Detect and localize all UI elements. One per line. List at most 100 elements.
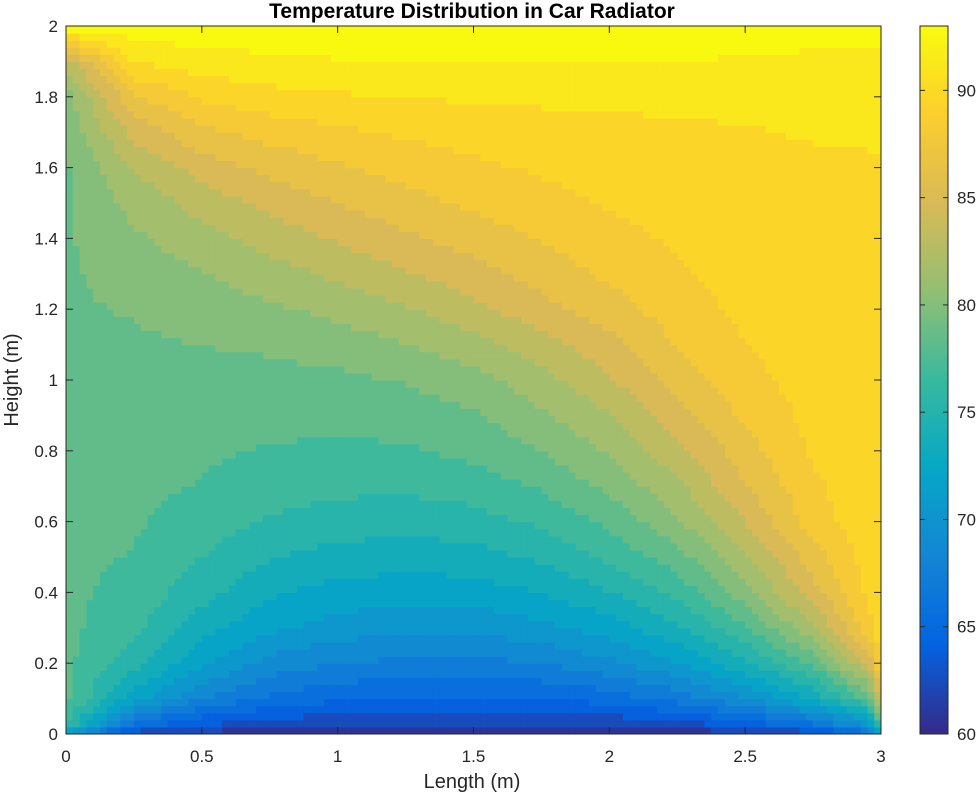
heatmap-cell <box>867 606 875 615</box>
heatmap-cell <box>351 599 359 608</box>
heatmap-cell <box>439 613 447 622</box>
heatmap-cell <box>731 726 739 734</box>
heatmap-cell <box>412 726 420 734</box>
heatmap-cell <box>670 557 678 565</box>
heatmap-cell <box>310 564 318 572</box>
heatmap-cell <box>364 684 373 693</box>
heatmap-cell <box>86 592 94 601</box>
heatmap-cell <box>534 450 543 459</box>
heatmap-cell <box>480 620 488 629</box>
heatmap-cell <box>262 649 271 657</box>
heatmap-cell <box>575 606 583 615</box>
heatmap-cell <box>527 649 536 657</box>
heatmap-cell <box>174 578 183 586</box>
heatmap-cell <box>704 493 712 501</box>
heatmap-cell <box>133 634 142 643</box>
heatmap-cell <box>514 691 522 700</box>
heatmap-cell <box>351 564 359 572</box>
heatmap-cell <box>500 493 509 501</box>
heatmap-cell <box>555 457 563 466</box>
heatmap-cell <box>616 549 624 558</box>
heatmap-cell <box>622 641 631 650</box>
heatmap-cell <box>324 649 332 657</box>
heatmap-cell <box>874 542 881 551</box>
heatmap-cell <box>412 634 420 643</box>
heatmap-cell <box>446 641 454 650</box>
heatmap-cell <box>93 649 101 657</box>
heatmap-cell <box>446 712 454 721</box>
heatmap-cell <box>459 542 468 551</box>
heatmap-cell <box>79 571 87 579</box>
heatmap-cell <box>480 436 488 445</box>
heatmap-cell <box>874 564 881 572</box>
heatmap-cell <box>405 549 413 558</box>
heatmap-cell <box>351 500 359 509</box>
heatmap-cell <box>439 585 447 593</box>
heatmap-cell <box>188 705 196 714</box>
heatmap-cell <box>181 464 189 473</box>
heatmap-cell <box>310 599 318 608</box>
heatmap-cell <box>514 500 522 509</box>
heatmap-cell <box>242 663 250 671</box>
heatmap-cell <box>588 592 597 601</box>
heatmap-cell <box>249 641 257 650</box>
heatmap-cell <box>792 464 801 473</box>
heatmap-cell <box>643 613 651 622</box>
heatmap-cell <box>826 634 835 643</box>
heatmap-cell <box>195 684 203 693</box>
heatmap-cell <box>147 457 155 466</box>
heatmap-cell <box>622 627 631 636</box>
heatmap-cell <box>616 663 624 671</box>
heatmap-cell <box>772 500 780 509</box>
heatmap-cell <box>765 627 773 636</box>
heatmap-cell <box>847 457 855 466</box>
heatmap-cell <box>813 514 821 523</box>
heatmap-cell <box>446 514 454 523</box>
heatmap-cell <box>867 613 875 622</box>
heatmap-cell <box>385 578 393 586</box>
heatmap-cell <box>853 457 862 466</box>
heatmap-cell <box>738 486 746 494</box>
heatmap-cell <box>561 457 570 466</box>
heatmap-cell <box>201 486 210 494</box>
heatmap-cell <box>616 656 624 664</box>
heatmap-cell <box>201 500 210 509</box>
heatmap-cell <box>534 557 543 565</box>
heatmap-cell <box>874 649 881 657</box>
heatmap-cell <box>378 486 386 494</box>
heatmap-cell <box>602 464 610 473</box>
heatmap-cell <box>283 464 291 473</box>
heatmap-cell <box>731 585 739 593</box>
heatmap-cell <box>229 691 237 700</box>
heatmap-cell <box>378 564 386 572</box>
heatmap-cell <box>521 528 529 537</box>
heatmap-cell <box>371 521 380 530</box>
heatmap-cell <box>568 514 576 523</box>
heatmap-cell <box>772 557 780 565</box>
heatmap-cell <box>425 677 434 686</box>
heatmap-cell <box>181 457 189 466</box>
heatmap-cell <box>276 641 284 650</box>
heatmap-cell <box>792 500 801 509</box>
heatmap-cell <box>785 493 794 501</box>
heatmap-cell <box>568 663 576 671</box>
heatmap-cell <box>493 726 502 734</box>
heatmap-cell <box>833 486 841 494</box>
heatmap-cell <box>167 486 176 494</box>
heatmap-cell <box>310 620 318 629</box>
heatmap-cell <box>493 656 502 664</box>
heatmap-cell <box>663 507 672 516</box>
heatmap-cell <box>412 500 420 509</box>
heatmap-cell <box>663 726 672 734</box>
heatmap-cell <box>751 457 760 466</box>
heatmap-cell <box>324 627 332 636</box>
heatmap-cell <box>120 691 128 700</box>
heatmap-cell <box>555 464 563 473</box>
heatmap-cell <box>833 677 841 686</box>
heatmap-cell <box>677 457 685 466</box>
heatmap-cell <box>161 620 169 629</box>
heatmap-cell <box>813 443 821 452</box>
heatmap-cell <box>324 634 332 643</box>
heatmap-cell <box>337 592 346 601</box>
heatmap-cell <box>847 684 855 693</box>
